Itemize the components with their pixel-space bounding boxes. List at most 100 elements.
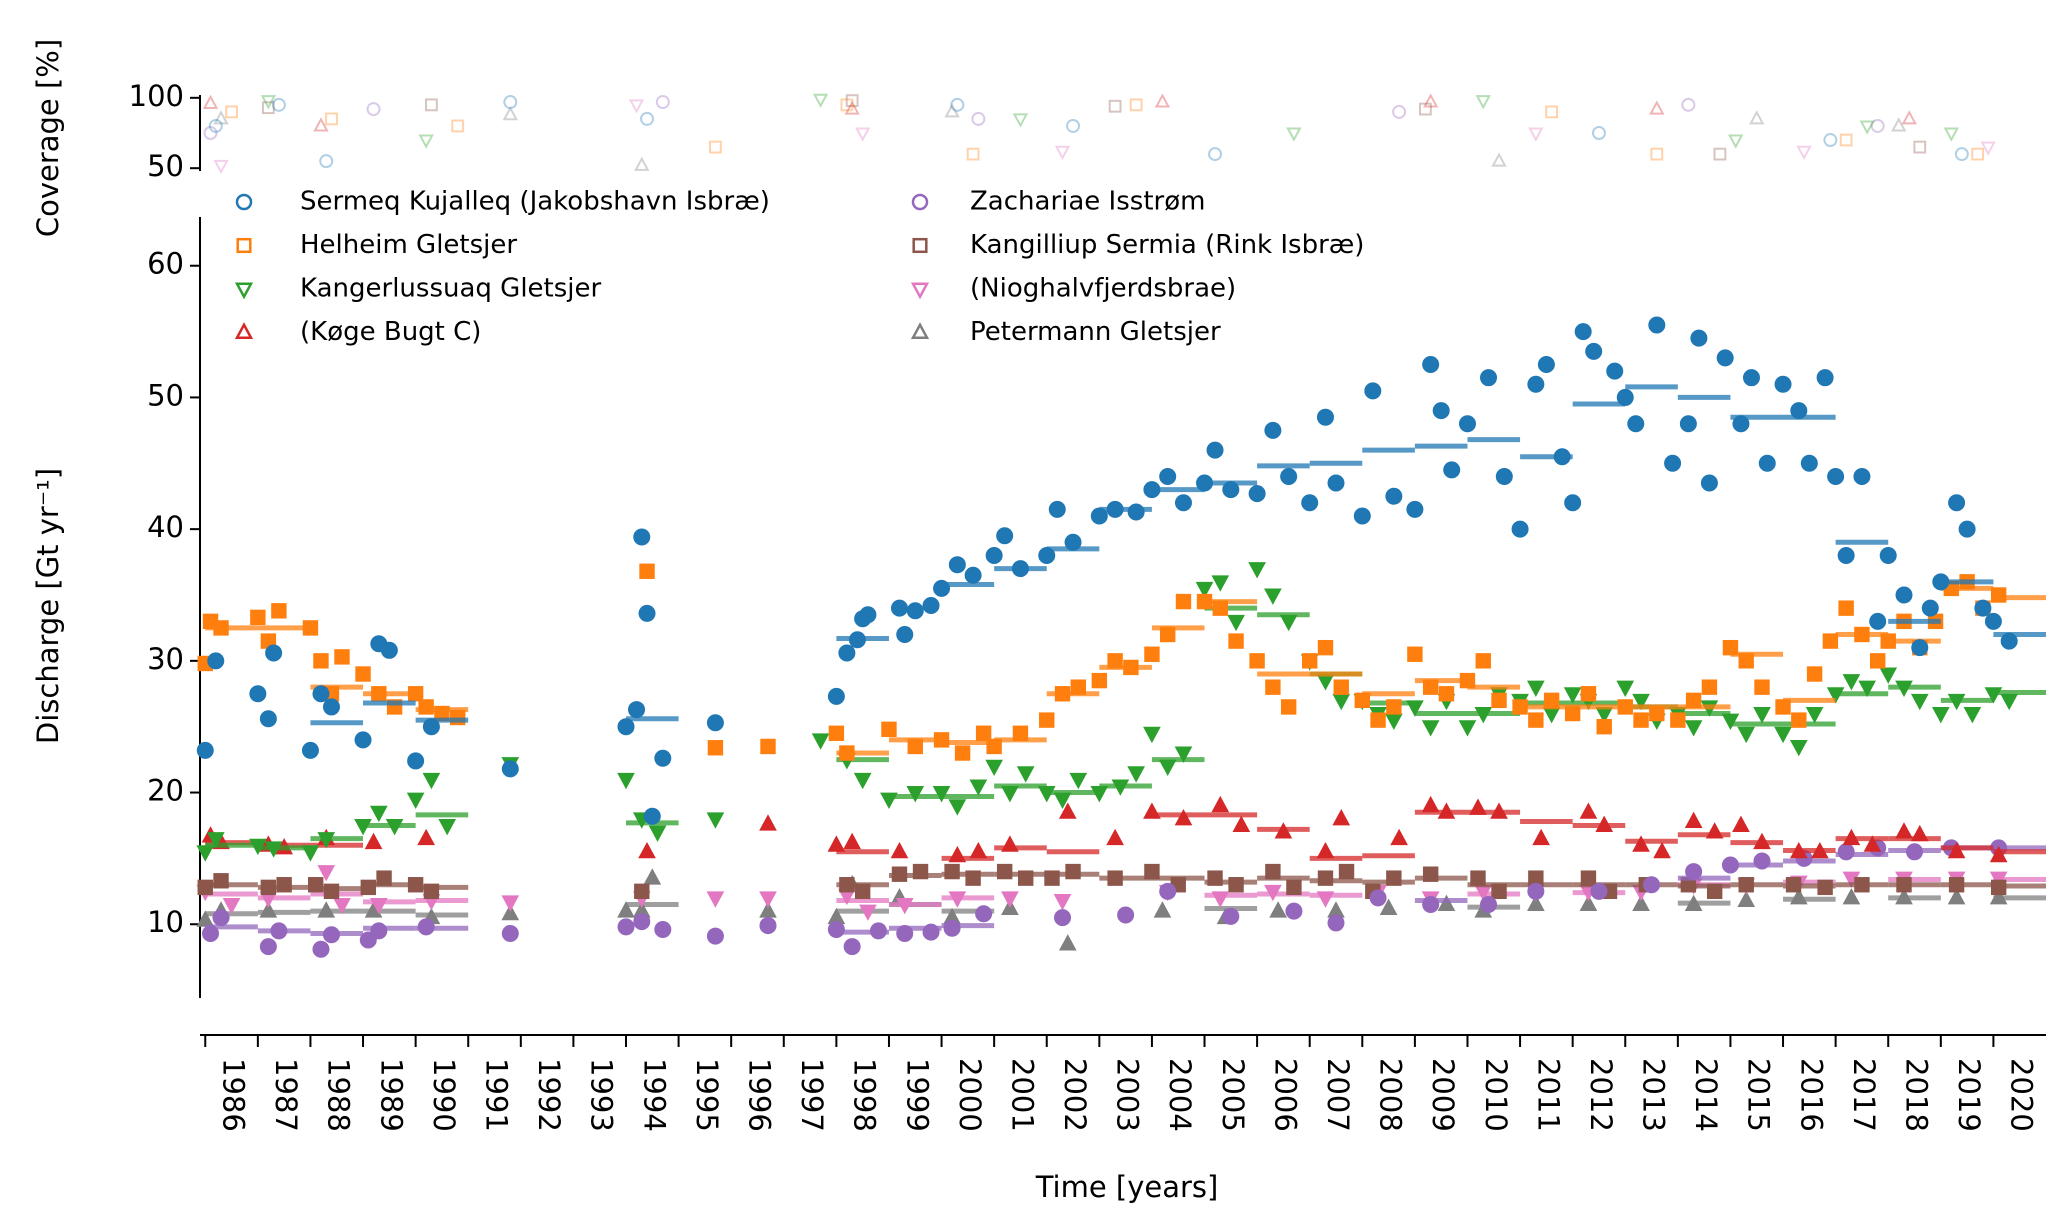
marker [1264,884,1282,902]
marker [827,921,845,939]
marker [1870,118,1885,133]
marker [2000,632,2018,650]
marker [1317,639,1334,656]
marker [333,897,351,915]
marker [1106,828,1124,846]
marker [628,99,645,114]
marker [844,100,860,115]
marker [1785,877,1802,893]
marker [1823,133,1838,148]
marker [1054,909,1072,927]
marker [1129,98,1143,112]
marker [1649,100,1665,115]
marker [1879,546,1897,564]
marker [1159,467,1177,485]
marker [1532,828,1550,846]
marker [206,832,225,849]
marker [407,877,424,893]
marker [1774,375,1792,393]
marker [1159,882,1177,900]
marker [1490,802,1508,819]
marker [322,926,340,944]
marker [1774,726,1792,744]
marker [196,741,214,759]
marker [1117,906,1135,924]
marker [854,883,871,900]
marker [1044,870,1060,886]
marker [633,528,651,546]
marker [1895,680,1913,698]
marker [422,718,440,736]
marker [954,745,971,761]
marker [1863,835,1882,852]
x-tick-label: 2011 [1531,1058,1565,1132]
marker [1302,653,1318,669]
marker [848,631,866,649]
marker [1211,575,1230,592]
x-tick-label: 2009 [1426,1058,1460,1132]
marker [260,879,277,896]
y-tick-label: 50 [147,149,184,183]
marker [370,922,388,940]
marker [1842,828,1861,846]
marker [1248,562,1266,579]
marker [1954,147,1969,162]
marker [944,103,960,118]
marker [313,117,329,132]
series [208,95,1969,169]
marker [1458,415,1476,433]
marker [1491,692,1507,709]
series [201,795,2046,863]
marker [259,901,278,918]
marker [1790,402,1808,420]
marker [1906,843,1924,861]
y-tick-label: 100 [129,79,184,113]
legend-label: (Køge Bugt C) [300,317,481,347]
marker [1706,883,1723,900]
marker [986,738,1002,755]
marker [1107,870,1123,886]
x-tick-label: 2000 [953,1058,987,1132]
marker [812,93,829,108]
marker [354,818,372,836]
marker [196,845,215,862]
y-axis-label: Discharge [Gt yr⁻¹] [31,468,65,744]
marker [1160,626,1176,643]
marker [1681,97,1696,112]
marker [1984,612,2002,630]
marker [1222,481,1240,499]
marker [1038,546,1056,564]
marker [1896,877,1912,893]
marker [1419,102,1432,116]
x-tick-label: 1986 [217,1058,251,1132]
marker [1422,895,1440,913]
marker [1285,902,1303,920]
marker [1837,843,1855,861]
x-tick-label: 2006 [1268,1058,1302,1132]
marker [759,814,777,831]
marker [1286,879,1302,896]
marker [501,903,520,921]
series [196,562,2046,862]
marker [1585,342,1603,360]
marker [1564,705,1581,722]
marker [1527,375,1545,393]
marker [407,686,424,702]
marker [933,732,950,748]
marker [859,904,877,921]
marker [1018,870,1034,886]
marker [1422,356,1440,374]
marker [633,913,651,931]
marker [1901,110,1917,125]
marker [250,609,266,626]
marker [1948,494,1966,512]
marker [1264,421,1282,439]
marker [1837,546,1855,564]
marker [971,111,986,126]
marker [1316,841,1335,859]
series [202,93,1917,132]
marker [654,749,672,767]
marker [1701,679,1718,695]
